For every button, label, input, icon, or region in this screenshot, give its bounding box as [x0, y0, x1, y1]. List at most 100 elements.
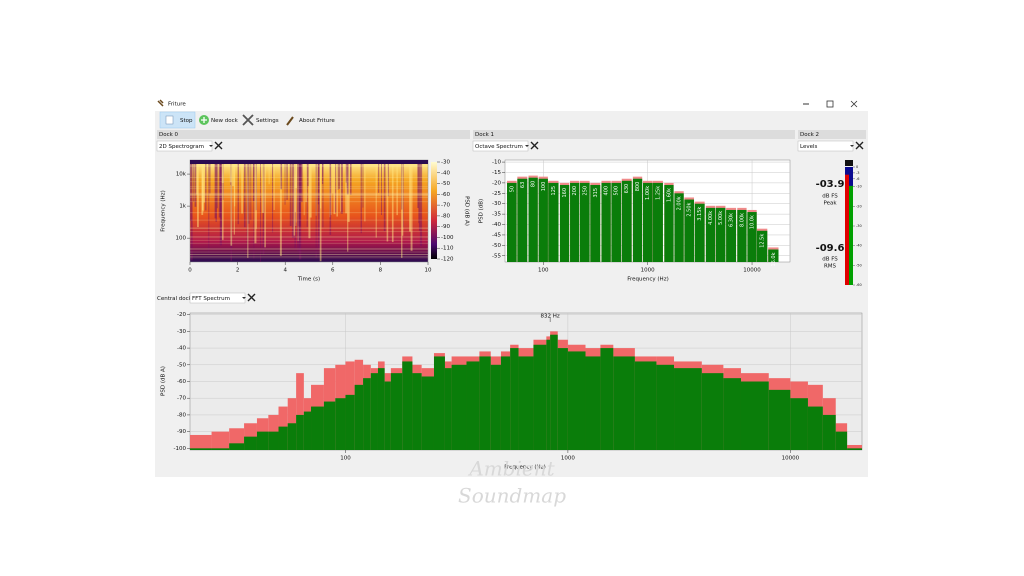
band-label: 5.00k: [718, 211, 724, 225]
spectrum-bar: [835, 431, 848, 450]
spectrogram-texture: [241, 162, 244, 214]
watermark: Ambient: [467, 457, 555, 481]
colorbar-tick-label: -110: [441, 246, 454, 252]
spectrogram-texture: [193, 162, 195, 202]
spectrogram-texture: [305, 162, 307, 203]
band-label: 630: [624, 184, 630, 194]
dropdown-label[interactable]: Levels: [800, 144, 818, 150]
spectrogram-texture: [401, 162, 403, 258]
spectrum-bar: [822, 414, 836, 450]
octave-bar: [664, 184, 674, 262]
spectrogram-texture: [190, 188, 428, 190]
band-label: 500: [614, 186, 620, 196]
spectrogram-texture: [331, 162, 334, 194]
dropdown-label[interactable]: 2D Spectrogram: [159, 144, 204, 150]
y-tick-label: -35: [492, 212, 501, 218]
spectrum-bar: [451, 364, 467, 450]
spectrogram-texture: [322, 162, 324, 228]
spectrogram-texture: [410, 162, 413, 251]
close-button[interactable]: [850, 100, 858, 108]
spectrum-bar: [211, 431, 230, 450]
level-unit: dB FS: [822, 257, 838, 263]
spectrogram-texture: [195, 162, 198, 195]
octave-bar: [528, 177, 538, 262]
dropdown-label[interactable]: FFT Spectrum: [192, 296, 230, 302]
y-tick-label: -50: [177, 362, 186, 368]
toolbar-label[interactable]: Settings: [256, 118, 279, 124]
spectrum-bar: [533, 344, 547, 450]
spectrogram-texture: [298, 162, 301, 227]
spectrogram-texture: [221, 162, 224, 240]
spectrogram-texture: [360, 162, 362, 234]
axis-label: Time (s): [297, 277, 320, 283]
spectrum-bar: [466, 361, 480, 450]
spectrogram-texture: [253, 162, 255, 259]
dock-header: [157, 130, 470, 139]
spectrogram-texture: [190, 239, 428, 241]
settings-icon: [242, 114, 254, 126]
spectrum-bar: [303, 411, 312, 450]
band-label: 400: [604, 186, 610, 196]
octave-bar: [747, 212, 757, 262]
octave-bar: [579, 182, 590, 262]
window-title: Friture: [168, 102, 186, 108]
toolbar-label[interactable]: About Friture: [299, 118, 335, 124]
band-label: 315: [593, 188, 599, 198]
spectrum-bar: [674, 368, 702, 450]
spectrogram-texture: [279, 162, 282, 256]
spectrum-bar: [412, 373, 422, 450]
y-tick-label: -50: [492, 243, 501, 249]
spectrum-bar: [311, 406, 324, 450]
rms-level: -09.6: [816, 243, 845, 254]
y-tick-label: -20: [177, 312, 186, 318]
toolbar-label[interactable]: New dock: [211, 118, 239, 124]
spectrogram-texture: [221, 162, 224, 184]
spectrogram-texture: [273, 162, 275, 211]
spectrum-bar: [390, 373, 403, 450]
spectrum-bar: [740, 381, 769, 450]
spectrogram-texture: [190, 195, 428, 197]
spectrogram-texture: [190, 201, 428, 203]
spectrogram-texture: [243, 162, 246, 228]
spectrogram-texture: [364, 162, 366, 222]
spectrogram-texture: [383, 162, 386, 232]
spectrogram-texture: [387, 162, 389, 197]
y-tick-label: 1k: [179, 204, 186, 210]
spectrum-bar: [190, 448, 212, 450]
title-bar: [155, 97, 868, 111]
spectrum-bar: [384, 381, 391, 450]
peak-label: 832 Hz: [540, 314, 559, 320]
y-tick-label: -15: [492, 170, 501, 176]
y-tick-label: -80: [177, 412, 186, 418]
band-label: 800: [635, 182, 641, 192]
dropdown-label[interactable]: Octave Spectrum: [475, 144, 523, 150]
spectrogram-texture: [260, 162, 261, 262]
spectrogram-texture: [336, 162, 338, 217]
spectrogram-texture: [190, 231, 428, 232]
meter-tick-label: -50: [856, 263, 862, 267]
spectrogram-texture: [196, 162, 199, 228]
x-tick-label: 8: [379, 268, 383, 274]
spectrum-bar: [518, 356, 534, 450]
y-tick-label: -70: [177, 396, 186, 402]
spectrogram-texture: [297, 162, 299, 252]
toolbar-label[interactable]: Stop: [180, 118, 193, 124]
band-label: 160: [562, 188, 568, 198]
spectrum-bar: [600, 348, 614, 450]
band-label: 63: [520, 182, 526, 188]
y-tick-label: -30: [492, 201, 501, 207]
spectrogram-texture: [309, 162, 312, 218]
spectrogram-texture: [237, 162, 239, 225]
level-bar: [849, 185, 853, 285]
spectrogram-texture: [340, 162, 342, 212]
spectrogram-texture: [190, 186, 428, 188]
band-label: 80: [531, 181, 537, 187]
spectrogram-texture: [418, 162, 420, 224]
colorbar-tick-label: -100: [441, 235, 454, 241]
spectrum-bar: [256, 431, 269, 450]
maximize-button[interactable]: [826, 100, 834, 108]
spectrogram-texture: [346, 162, 349, 195]
axis-label: PSD (dB A): [161, 366, 167, 396]
spectrum-bar: [211, 448, 230, 450]
band-label: 2.50k: [687, 202, 693, 216]
